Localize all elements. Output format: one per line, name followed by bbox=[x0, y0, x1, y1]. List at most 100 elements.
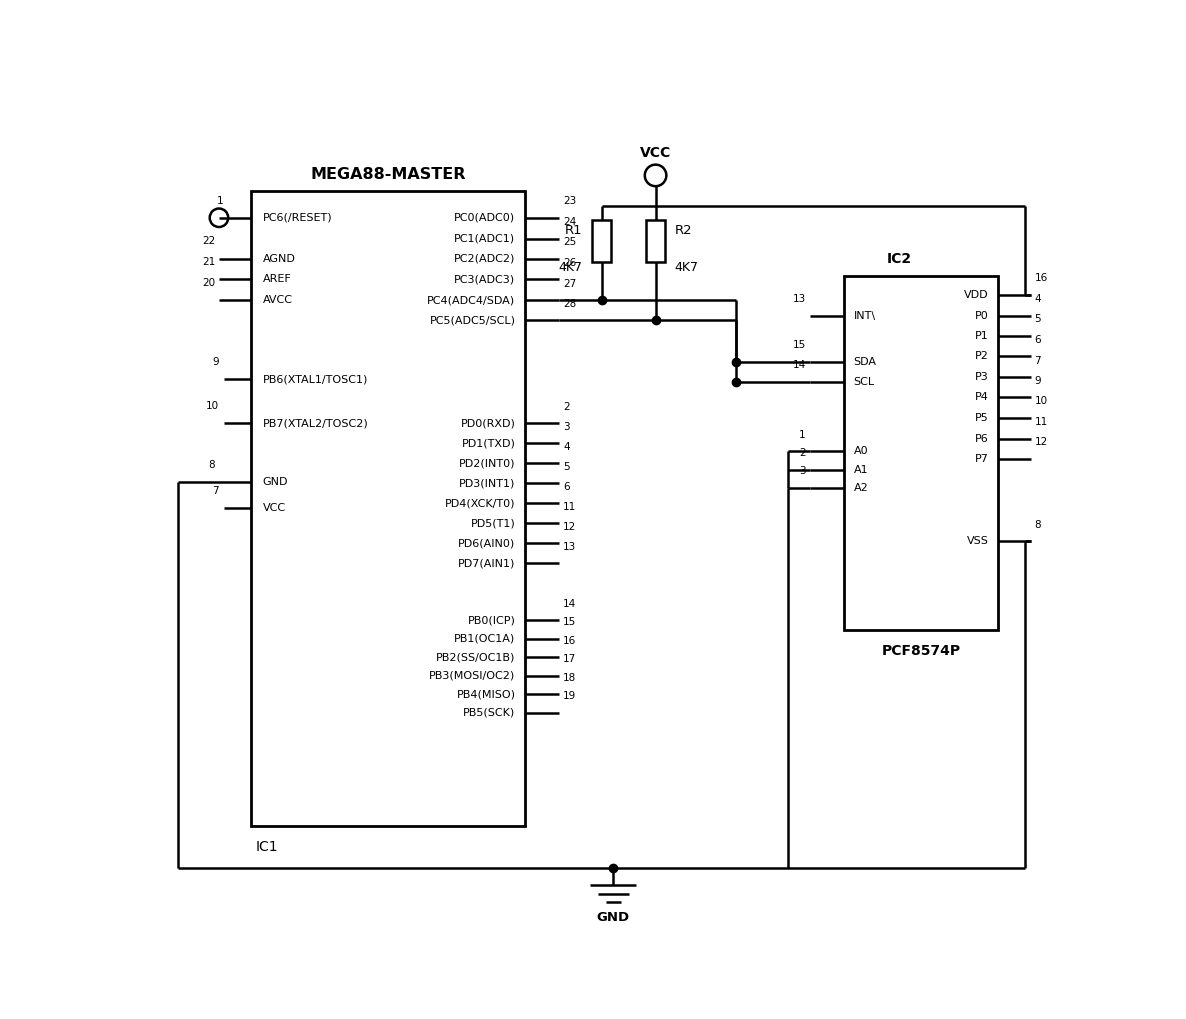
Text: 22: 22 bbox=[202, 236, 215, 247]
Text: IC2: IC2 bbox=[887, 253, 912, 266]
Text: PD7(AIN1): PD7(AIN1) bbox=[458, 558, 516, 569]
Text: SCL: SCL bbox=[854, 377, 874, 387]
Text: 24: 24 bbox=[563, 217, 576, 227]
Text: P2: P2 bbox=[975, 352, 989, 362]
Text: PC3(ADC3): PC3(ADC3) bbox=[454, 274, 516, 284]
Text: 9: 9 bbox=[1034, 376, 1041, 385]
Text: PD0(RXD): PD0(RXD) bbox=[460, 419, 516, 428]
Text: GND: GND bbox=[597, 911, 630, 924]
Text: 23: 23 bbox=[563, 197, 576, 206]
Text: PD2(INT0): PD2(INT0) bbox=[459, 459, 516, 469]
Text: AVCC: AVCC bbox=[263, 296, 293, 305]
Text: 11: 11 bbox=[1034, 417, 1047, 427]
Text: VCC: VCC bbox=[640, 146, 671, 160]
Bar bbox=[646, 220, 665, 263]
Text: 19: 19 bbox=[563, 691, 576, 701]
Text: 3: 3 bbox=[799, 467, 805, 477]
Text: P7: P7 bbox=[975, 453, 989, 464]
Text: 11: 11 bbox=[563, 502, 576, 512]
Text: 12: 12 bbox=[563, 522, 576, 532]
Text: 16: 16 bbox=[1034, 273, 1047, 283]
Text: 5: 5 bbox=[563, 462, 569, 472]
Text: INT\: INT\ bbox=[854, 311, 875, 321]
Text: PB2(SS/OC1B): PB2(SS/OC1B) bbox=[436, 652, 516, 662]
Text: 13: 13 bbox=[563, 542, 576, 552]
Text: VCC: VCC bbox=[263, 503, 286, 513]
Text: PC0(ADC0): PC0(ADC0) bbox=[454, 213, 516, 223]
Text: P4: P4 bbox=[975, 392, 989, 403]
Text: P5: P5 bbox=[975, 413, 989, 423]
Text: 15: 15 bbox=[792, 340, 805, 351]
Bar bbox=[844, 275, 999, 630]
Text: 2: 2 bbox=[799, 448, 805, 458]
Text: 1: 1 bbox=[799, 430, 805, 439]
Text: PC2(ADC2): PC2(ADC2) bbox=[454, 254, 516, 264]
Text: 14: 14 bbox=[792, 361, 805, 370]
Text: 27: 27 bbox=[563, 278, 576, 288]
Text: P3: P3 bbox=[975, 372, 989, 382]
Text: 9: 9 bbox=[212, 357, 219, 367]
Text: 8: 8 bbox=[1034, 520, 1041, 530]
Text: VSS: VSS bbox=[967, 536, 989, 546]
Text: 3: 3 bbox=[563, 422, 569, 432]
Text: PD5(T1): PD5(T1) bbox=[471, 519, 516, 529]
Text: 20: 20 bbox=[202, 278, 215, 287]
Text: P0: P0 bbox=[975, 311, 989, 321]
Text: 5: 5 bbox=[1034, 314, 1041, 324]
Text: PD6(AIN0): PD6(AIN0) bbox=[458, 538, 516, 548]
Text: 1: 1 bbox=[216, 197, 223, 206]
Text: PCF8574P: PCF8574P bbox=[881, 644, 961, 657]
Text: IC1: IC1 bbox=[255, 840, 278, 854]
Text: 16: 16 bbox=[563, 636, 576, 646]
Text: PC6(/RESET): PC6(/RESET) bbox=[263, 213, 332, 223]
Text: 18: 18 bbox=[563, 673, 576, 683]
Text: PD1(TXD): PD1(TXD) bbox=[461, 438, 516, 448]
Text: 7: 7 bbox=[212, 486, 219, 495]
Text: 10: 10 bbox=[1034, 396, 1047, 407]
Text: PB6(XTAL1/TOSC1): PB6(XTAL1/TOSC1) bbox=[263, 374, 368, 384]
Text: 17: 17 bbox=[563, 654, 576, 664]
Text: SDA: SDA bbox=[854, 357, 876, 367]
Text: 4K7: 4K7 bbox=[675, 261, 699, 274]
Text: PD3(INT1): PD3(INT1) bbox=[459, 478, 516, 488]
Text: AREF: AREF bbox=[263, 274, 292, 284]
Text: A2: A2 bbox=[854, 483, 868, 493]
Text: 12: 12 bbox=[1034, 437, 1047, 447]
Text: GND: GND bbox=[263, 477, 288, 487]
Text: 4K7: 4K7 bbox=[559, 261, 582, 274]
Text: 8: 8 bbox=[209, 460, 215, 470]
Text: AGND: AGND bbox=[263, 254, 295, 264]
Bar bbox=[251, 191, 524, 826]
Text: 21: 21 bbox=[202, 257, 215, 267]
Text: R2: R2 bbox=[675, 224, 693, 237]
Text: 26: 26 bbox=[563, 258, 576, 268]
Text: PB3(MOSI/OC2): PB3(MOSI/OC2) bbox=[429, 671, 516, 681]
Text: PB7(XTAL2/TOSC2): PB7(XTAL2/TOSC2) bbox=[263, 419, 369, 428]
Text: MEGA88-MASTER: MEGA88-MASTER bbox=[311, 166, 466, 181]
Text: P6: P6 bbox=[975, 434, 989, 443]
Text: 25: 25 bbox=[563, 237, 576, 247]
Text: P1: P1 bbox=[975, 330, 989, 340]
Text: A0: A0 bbox=[854, 446, 868, 457]
Text: PC1(ADC1): PC1(ADC1) bbox=[454, 233, 516, 244]
Text: 2: 2 bbox=[563, 401, 569, 412]
Text: PC5(ADC5/SCL): PC5(ADC5/SCL) bbox=[429, 315, 516, 325]
Text: 28: 28 bbox=[563, 299, 576, 309]
Text: PB1(OC1A): PB1(OC1A) bbox=[454, 634, 516, 644]
Text: 15: 15 bbox=[563, 618, 576, 628]
Text: PB0(ICP): PB0(ICP) bbox=[467, 615, 516, 626]
Text: PB4(MISO): PB4(MISO) bbox=[457, 690, 516, 699]
Text: R1: R1 bbox=[566, 224, 582, 237]
Text: VDD: VDD bbox=[964, 289, 989, 300]
Text: 6: 6 bbox=[563, 482, 569, 492]
Text: 13: 13 bbox=[792, 294, 805, 304]
Text: PB5(SCK): PB5(SCK) bbox=[464, 708, 516, 717]
Text: PD4(XCK/T0): PD4(XCK/T0) bbox=[445, 498, 516, 508]
Text: 6: 6 bbox=[1034, 335, 1041, 344]
Bar bbox=[592, 220, 611, 263]
Text: 4: 4 bbox=[1034, 294, 1041, 304]
Text: 14: 14 bbox=[563, 599, 576, 609]
Text: PC4(ADC4/SDA): PC4(ADC4/SDA) bbox=[427, 296, 516, 305]
Text: 10: 10 bbox=[206, 401, 219, 411]
Text: A1: A1 bbox=[854, 465, 868, 475]
